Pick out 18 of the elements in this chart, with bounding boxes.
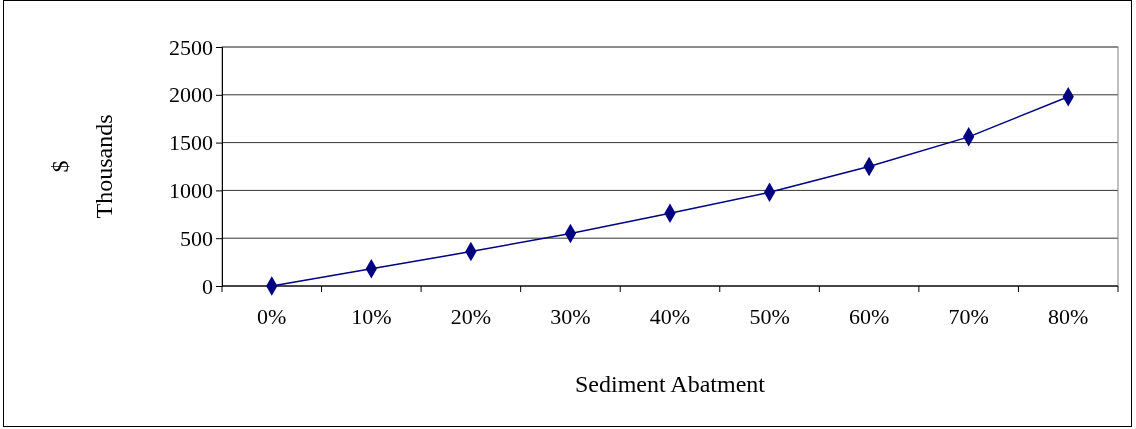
- x-tick-label: 20%: [450, 303, 492, 329]
- y-tick-label: 2000: [169, 82, 213, 108]
- y-tick-label: 2500: [169, 34, 213, 60]
- y-tick-label: 0: [202, 273, 213, 299]
- x-tick-label: 30%: [550, 303, 591, 329]
- x-tick-label: 60%: [848, 303, 890, 329]
- x-tick-label: 10%: [351, 303, 392, 329]
- x-axis-title: Sediment Abatment: [575, 371, 766, 397]
- x-tick-label: 80%: [1048, 303, 1089, 329]
- text: Thousands: [91, 114, 117, 219]
- x-tick-label: 70%: [948, 303, 989, 329]
- x-tick-label: 50%: [749, 303, 790, 329]
- y-tick-label: 1000: [169, 177, 213, 203]
- x-tick-label: 40%: [649, 303, 691, 329]
- y-tick-label: 1500: [169, 130, 213, 156]
- x-tick-label: 0%: [257, 303, 287, 329]
- y-axis-title: $: [47, 160, 73, 173]
- y-tick-label: 500: [180, 225, 213, 251]
